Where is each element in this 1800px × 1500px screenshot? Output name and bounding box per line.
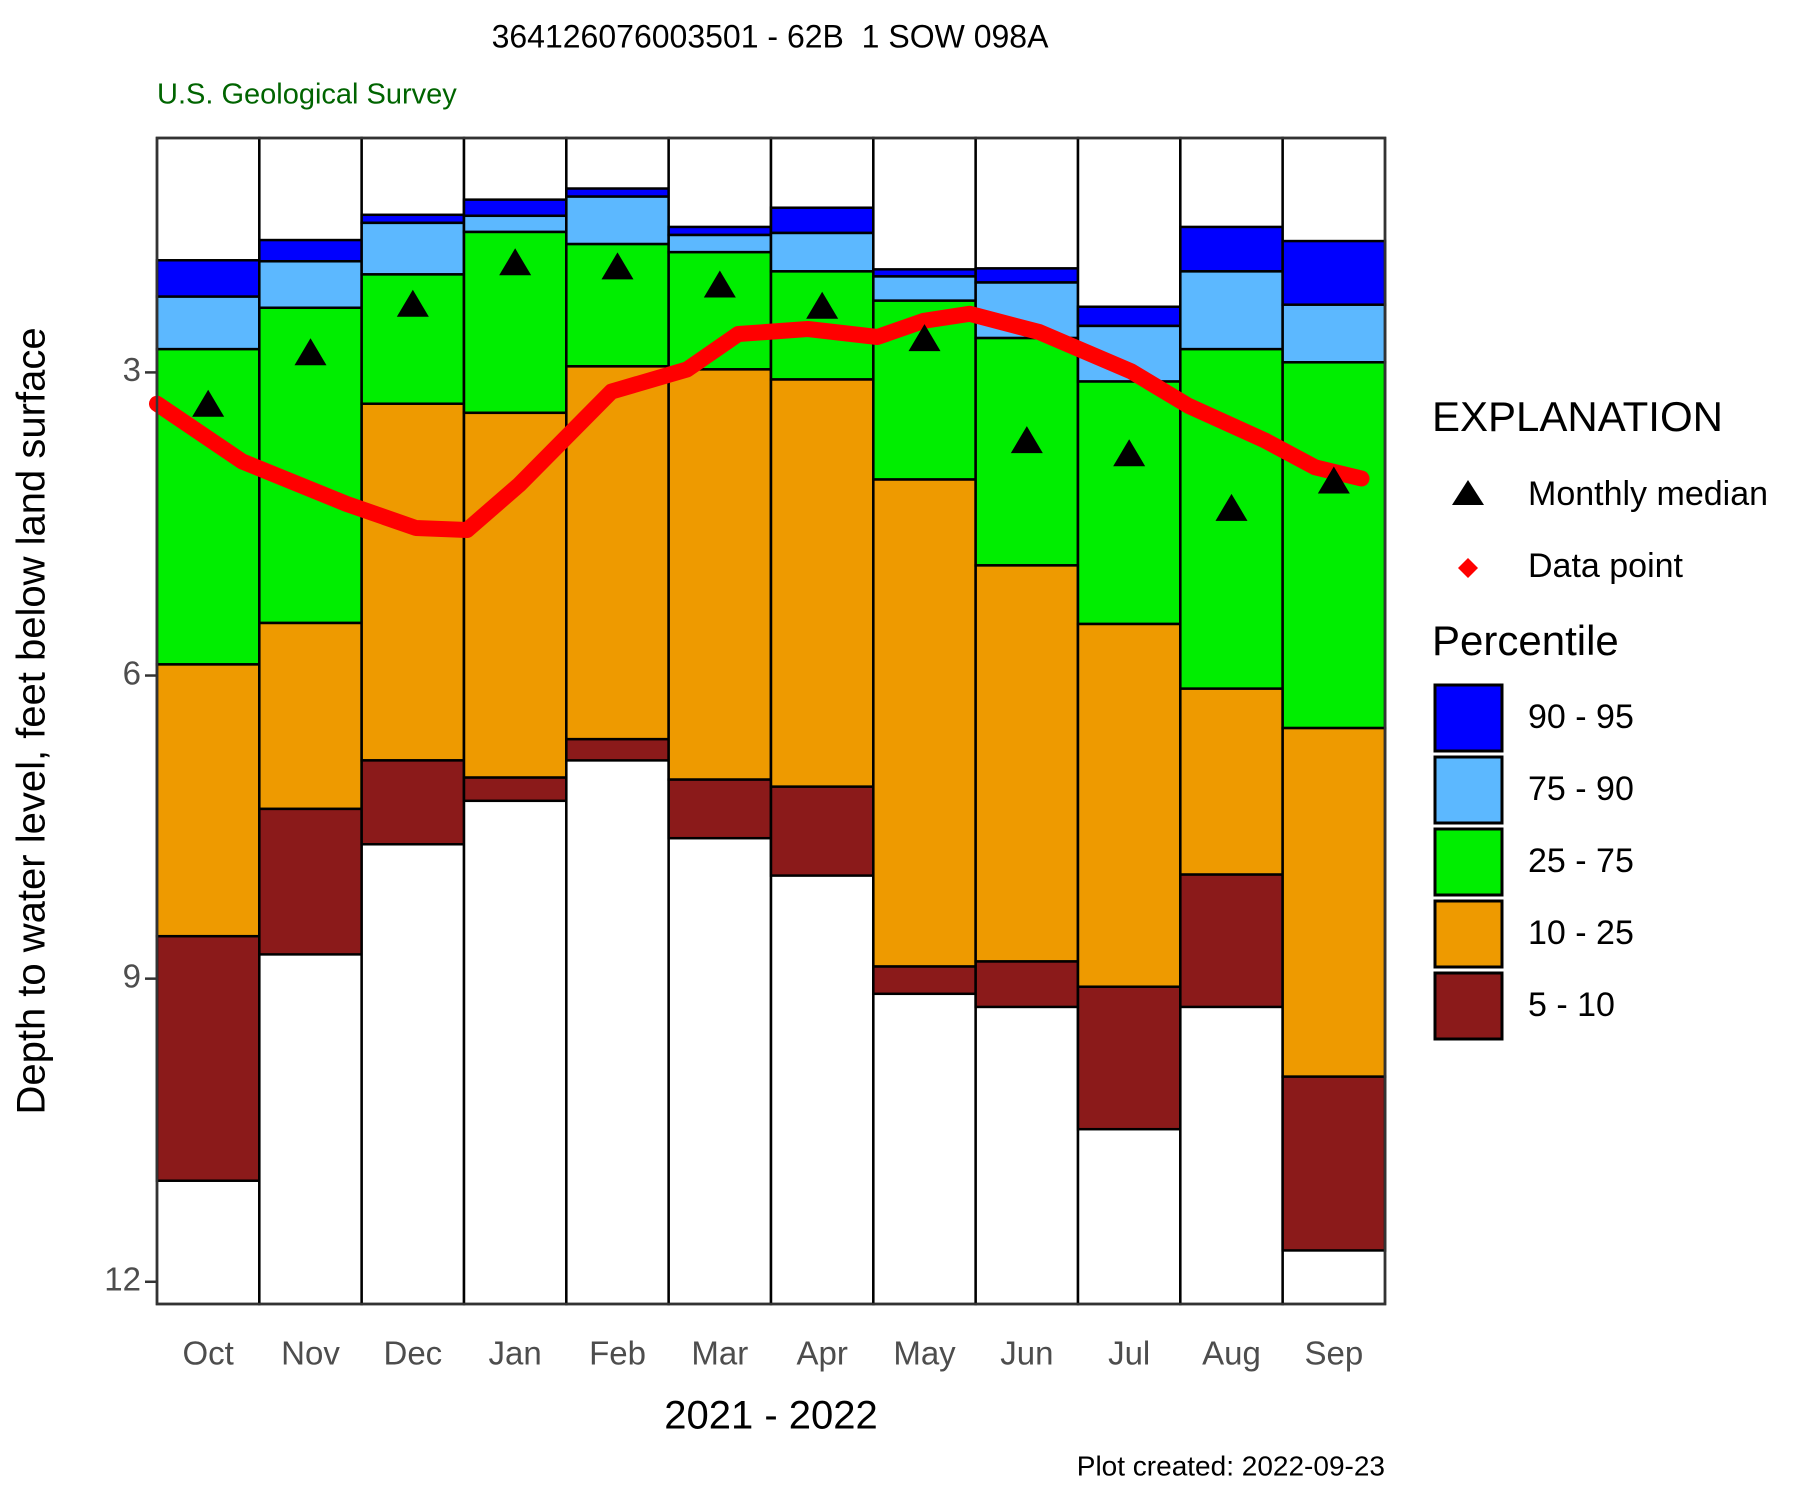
bar-segment — [1076, 305, 1182, 328]
median-marker — [806, 291, 839, 319]
legend-swatch — [1433, 899, 1504, 969]
bar-segment — [155, 934, 261, 1182]
bar-segment — [462, 411, 568, 779]
bar-segment — [155, 663, 261, 938]
data-line — [149, 305, 1370, 538]
bar-segment — [872, 275, 977, 302]
bar-segment — [1281, 361, 1387, 730]
x-tick-label: Mar — [691, 1335, 748, 1372]
legend-swatch — [1433, 827, 1504, 897]
plot-frame — [155, 136, 1387, 1306]
bar-segment — [769, 378, 875, 788]
legend-label: Monthly median — [1528, 475, 1768, 513]
legend-swatch — [1433, 755, 1504, 825]
bar-segment — [872, 965, 977, 996]
x-tick-label: Aug — [1202, 1335, 1261, 1372]
legend-title: EXPLANATION — [1432, 393, 1723, 440]
x-tick-label: Feb — [589, 1335, 646, 1372]
bar-segment — [769, 206, 875, 235]
legend-subtitle: Percentile — [1432, 617, 1619, 664]
legend-marker — [1458, 558, 1478, 578]
bar-segment — [1076, 985, 1182, 1131]
legend-label: 5 - 10 — [1528, 986, 1615, 1024]
bar-segment — [360, 759, 466, 846]
bar-segment — [1179, 225, 1284, 273]
bar-segment — [258, 621, 363, 811]
bar-segment — [258, 260, 363, 309]
median-marker — [1215, 493, 1248, 521]
bar-segment — [258, 238, 363, 263]
bar-segment — [1281, 239, 1387, 306]
median-marker — [192, 389, 225, 417]
bar-segment — [360, 221, 466, 276]
median-marker — [396, 289, 429, 317]
bar-segment — [1179, 270, 1284, 351]
bar-segment — [1281, 303, 1387, 364]
median-marker — [499, 248, 532, 276]
bar-segment — [974, 267, 1080, 284]
x-tick-label: Dec — [383, 1335, 442, 1372]
median-marker — [908, 324, 941, 352]
y-axis-label: Depth to water level, feet below land su… — [10, 327, 54, 1114]
legend-label: 75 - 90 — [1528, 770, 1634, 808]
x-tick-label: Apr — [796, 1335, 847, 1372]
bar-segment — [667, 233, 773, 254]
bar-segment — [565, 737, 670, 762]
legend-marker — [1452, 480, 1484, 505]
median-marker — [1010, 426, 1043, 454]
legend-label: Data point — [1528, 547, 1684, 585]
bar-segment — [667, 368, 773, 781]
bar-segment — [258, 807, 363, 956]
bar-segment — [1076, 380, 1182, 626]
bar-segment — [155, 295, 261, 351]
bar-segment — [974, 564, 1080, 963]
bar-segment — [1076, 622, 1182, 988]
legend-label: 90 - 95 — [1528, 698, 1634, 736]
bar-segment — [872, 478, 977, 968]
bar-segment — [462, 214, 568, 234]
x-tick-label: Nov — [281, 1335, 340, 1372]
bar-segment — [1281, 1075, 1387, 1252]
median-marker — [1317, 466, 1350, 494]
median-marker — [601, 252, 634, 280]
median-marker — [703, 270, 736, 298]
legend-swatch — [1433, 971, 1504, 1041]
median-marker — [1113, 439, 1146, 467]
y-tick-label: 12 — [104, 1260, 141, 1297]
y-tick-label: 3 — [123, 351, 141, 388]
legend-label: 10 - 25 — [1528, 914, 1634, 952]
x-tick-label: Oct — [182, 1335, 233, 1372]
bar-segment — [667, 778, 773, 840]
bar-segment — [360, 402, 466, 762]
bar-segment — [1281, 726, 1387, 1078]
bar-segment — [462, 198, 568, 218]
bar-segment — [1179, 687, 1284, 876]
x-tick-label: Jul — [1108, 1335, 1150, 1372]
x-tick-label: May — [893, 1335, 956, 1372]
x-tick-label: Jun — [1000, 1335, 1053, 1372]
bar-segment — [1179, 873, 1284, 1009]
chart-title: 364126076003501 - 62B 1 SOW 098A — [492, 18, 1050, 54]
bar-segment — [155, 259, 261, 298]
x-tick-label: Jan — [489, 1335, 542, 1372]
median-marker — [294, 338, 327, 366]
x-tick-label: Sep — [1304, 1335, 1363, 1372]
x-axis-label: 2021 - 2022 — [664, 1394, 878, 1438]
legend-swatch — [1433, 683, 1504, 753]
chart-subtitle: U.S. Geological Survey — [157, 79, 457, 111]
legend-label: 25 - 75 — [1528, 842, 1634, 880]
y-tick-label: 6 — [123, 654, 141, 691]
y-tick-label: 9 — [123, 957, 141, 994]
bar-segment — [462, 776, 568, 803]
bar-segment — [565, 195, 670, 246]
bar-segment — [974, 960, 1080, 1009]
bar-segment — [769, 785, 875, 877]
bar-segment — [769, 231, 875, 273]
caption: Plot created: 2022-09-23 — [1077, 1450, 1385, 1481]
